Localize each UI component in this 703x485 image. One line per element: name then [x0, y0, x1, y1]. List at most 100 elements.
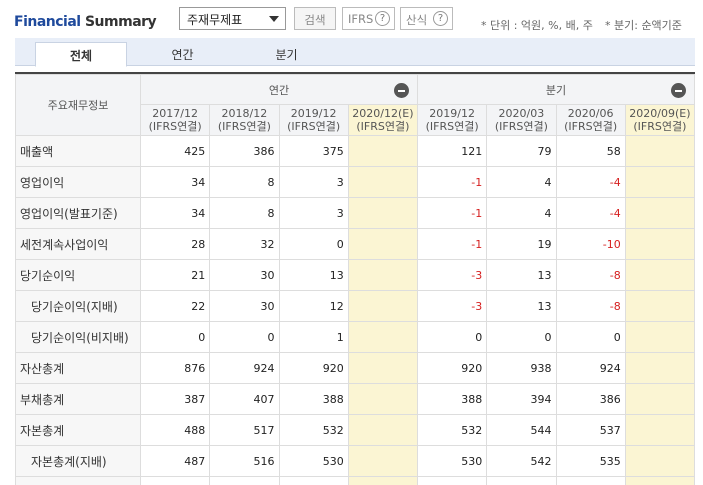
table-body: 매출액 425 386 375 121 79 58 영업이익 34 8 3 -1 4 -4 영업이익(발표기… — [15, 135, 696, 485]
value-cell: 30 — [209, 290, 280, 322]
table-row: 자산총계 876 924 920 920 938 924 — [15, 352, 696, 384]
period-basis: (IFRS연결) — [564, 120, 618, 133]
group-header-quarter-label: 분기 — [545, 83, 567, 97]
period-basis: (IFRS연결) — [287, 120, 341, 133]
value-cell: -4 — [555, 166, 626, 198]
group-header-quarter: 분기 — [417, 74, 695, 105]
value-cell — [624, 383, 696, 415]
group-header-annual: 연간 — [140, 74, 418, 105]
value-cell: 12 — [278, 290, 349, 322]
period-header-row: 2017/12 (IFRS연결) 2018/12 (IFRS연결) 2019/12 (IF… — [16, 104, 696, 136]
value-cell — [624, 445, 696, 477]
help-question-icon: ? — [375, 11, 390, 26]
value-cell — [624, 166, 696, 198]
value-cell — [347, 290, 419, 322]
value-cell: 386 — [209, 135, 280, 167]
row-label: 자산총계 — [15, 352, 141, 384]
period-header: 2017/12 (IFRS연결) — [139, 104, 211, 136]
search-button[interactable]: 검색 — [294, 7, 336, 30]
value-cell: 3 — [278, 166, 349, 198]
period-label: 2019/12 — [429, 107, 475, 120]
value-cell: 387 — [139, 383, 211, 415]
brand-title-part2: Summary — [80, 14, 157, 30]
tab-quarter[interactable]: 분기 — [275, 48, 298, 62]
row-label: 자본총계 — [15, 414, 141, 446]
table-row: 자본총계 488 517 532 532 544 537 — [15, 414, 696, 446]
row-label: 부채총계 — [15, 383, 141, 415]
help-question-icon: ? — [433, 11, 448, 26]
value-cell: 8 — [209, 197, 280, 229]
value-cell — [278, 476, 349, 485]
value-cell — [347, 321, 419, 353]
value-cell: -8 — [555, 259, 626, 291]
value-cell: 532 — [416, 414, 488, 446]
period-label: 2019/12 — [290, 107, 337, 120]
period-basis: (IFRS연결) — [217, 120, 271, 133]
row-label: 당기순이익 — [15, 259, 141, 291]
row-label: 자본총계(지배) — [15, 445, 141, 477]
value-cell — [347, 259, 419, 291]
value-cell — [624, 414, 696, 446]
value-cell: 0 — [209, 321, 280, 353]
brand-title: Financial Summary — [14, 14, 157, 30]
table-row: 자본총계(지배) 487 516 530 530 542 535 — [15, 445, 696, 477]
row-label — [15, 476, 141, 485]
value-cell — [347, 352, 419, 384]
value-cell: 530 — [416, 445, 488, 477]
row-label: 당기순이익(지배) — [15, 290, 141, 322]
period-basis: (IFRS연결) — [633, 120, 687, 133]
value-cell: 0 — [416, 321, 488, 353]
value-cell: 0 — [139, 321, 211, 353]
value-cell — [347, 135, 419, 167]
value-cell: 535 — [555, 445, 626, 477]
value-cell: 79 — [486, 135, 557, 167]
value-cell: -10 — [555, 228, 626, 260]
table-row: 당기순이익 21 30 13 -3 13 -8 — [15, 259, 696, 291]
period-header: 2018/12 (IFRS연결) — [209, 104, 280, 136]
formula-label: 산식 — [406, 13, 428, 27]
value-cell — [486, 476, 557, 485]
dropdown-chevron-icon — [269, 16, 279, 22]
ifrs-help-button[interactable]: IFRS ? — [342, 7, 395, 30]
value-cell: -1 — [416, 228, 488, 260]
value-cell — [624, 259, 696, 291]
period-header: 2019/12 (IFRS연결) — [278, 104, 349, 136]
financial-summary-table: 주요재무정보 연간 분기 2017/12 (IFRS연결) 2018/12 (IFRS… — [15, 74, 696, 485]
formula-help-button[interactable]: 산식 ? — [400, 7, 453, 30]
value-cell: 487 — [139, 445, 211, 477]
value-cell: 0 — [555, 321, 626, 353]
value-cell: 0 — [486, 321, 557, 353]
value-cell: 920 — [416, 352, 488, 384]
table-row: 당기순이익(비지배) 0 0 1 0 0 0 — [15, 321, 696, 353]
value-cell: -8 — [555, 290, 626, 322]
tab-annual[interactable]: 연간 — [171, 48, 194, 62]
period-label: 2020/06 — [567, 107, 614, 120]
value-cell — [347, 383, 419, 415]
value-cell: 30 — [209, 259, 280, 291]
statement-type-value: 주재무제표 — [187, 13, 243, 27]
period-header: 2020/09(E) (IFRS연결) — [624, 104, 696, 136]
value-cell — [624, 476, 696, 485]
value-cell: 394 — [486, 383, 557, 415]
collapse-minus-icon[interactable] — [394, 83, 409, 98]
value-cell — [416, 476, 488, 485]
value-cell: 920 — [278, 352, 349, 384]
collapse-minus-icon[interactable] — [671, 83, 686, 98]
value-cell: 537 — [555, 414, 626, 446]
value-cell: 388 — [416, 383, 488, 415]
period-label: 2020/12(E) — [352, 107, 414, 120]
value-cell — [624, 228, 696, 260]
statement-type-select[interactable]: 주재무제표 — [179, 7, 286, 30]
value-cell: 121 — [416, 135, 488, 167]
value-cell: 4 — [486, 197, 557, 229]
value-cell — [624, 290, 696, 322]
value-cell: -3 — [416, 259, 488, 291]
value-cell: -1 — [416, 197, 488, 229]
value-cell: -1 — [416, 166, 488, 198]
value-cell: 386 — [555, 383, 626, 415]
period-label: 2018/12 — [221, 107, 268, 120]
value-cell: 58 — [555, 135, 626, 167]
value-cell: 542 — [486, 445, 557, 477]
tab-all[interactable]: 전체 — [35, 42, 127, 67]
value-cell: 516 — [209, 445, 280, 477]
